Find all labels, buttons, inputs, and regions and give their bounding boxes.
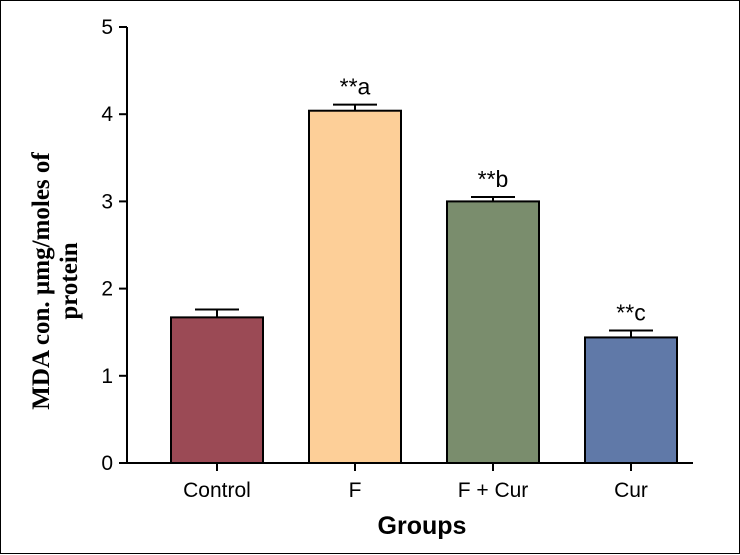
y-axis-label-line1: MDA con. µmg/moles of [28, 152, 55, 410]
y-tick-label: 0 [101, 452, 113, 475]
category-label: Cur [614, 479, 648, 502]
y-tick-label: 5 [101, 16, 113, 39]
significance-label: **a [340, 74, 371, 100]
y-tick-label: 1 [101, 365, 113, 388]
bars: **a **b **c [170, 74, 678, 465]
x-axis-label: Groups [378, 512, 467, 540]
y-tick-label: 4 [101, 103, 113, 126]
labels: Groups MDA con. µmg/moles of protein [28, 152, 466, 540]
bar-0 [170, 316, 264, 464]
y-axis-label-line2: protein [56, 242, 83, 319]
bar-1 [308, 109, 402, 464]
significance-label: **b [478, 166, 509, 192]
significance-label: **c [616, 299, 645, 325]
y-tick-label: 3 [101, 190, 113, 213]
category-label: F + Cur [458, 479, 529, 502]
category-label: F [349, 479, 362, 502]
bar-2 [446, 200, 540, 464]
category-label: Control [183, 479, 251, 502]
bar-3 [584, 336, 678, 465]
y-tick-label: 2 [101, 278, 113, 301]
